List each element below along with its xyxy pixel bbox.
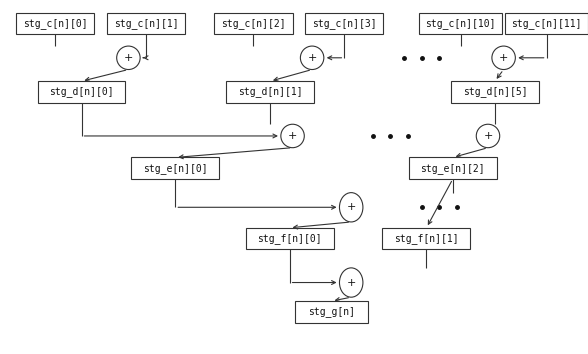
Bar (16, 13, 94, 34)
Bar (382, 228, 470, 249)
Text: stg_c[n][1]: stg_c[n][1] (113, 18, 178, 29)
Text: +: + (499, 53, 508, 63)
Bar (505, 13, 588, 34)
Ellipse shape (281, 124, 305, 148)
Ellipse shape (492, 46, 515, 69)
Text: stg_d[n][1]: stg_d[n][1] (238, 86, 302, 97)
Ellipse shape (339, 193, 363, 222)
Text: stg_e[n][2]: stg_e[n][2] (420, 163, 485, 174)
Text: stg_c[n][0]: stg_c[n][0] (23, 18, 88, 29)
Bar (295, 301, 368, 322)
Text: stg_c[n][11]: stg_c[n][11] (512, 18, 582, 29)
Bar (215, 13, 293, 34)
Text: stg_c[n][10]: stg_c[n][10] (425, 18, 496, 29)
Text: +: + (346, 278, 356, 287)
Text: stg_d[n][5]: stg_d[n][5] (463, 86, 527, 97)
Text: stg_g[n]: stg_g[n] (308, 307, 355, 317)
Text: +: + (308, 53, 317, 63)
Text: +: + (346, 202, 356, 212)
Ellipse shape (339, 268, 363, 297)
Text: stg_d[n][0]: stg_d[n][0] (49, 86, 114, 97)
Text: stg_f[n][0]: stg_f[n][0] (258, 233, 322, 244)
Ellipse shape (476, 124, 500, 148)
Bar (131, 158, 219, 179)
Bar (38, 81, 125, 103)
Text: stg_c[n][2]: stg_c[n][2] (221, 18, 286, 29)
Bar (451, 81, 539, 103)
Bar (409, 158, 497, 179)
Text: +: + (123, 53, 133, 63)
Text: stg_e[n][0]: stg_e[n][0] (143, 163, 208, 174)
Text: stg_f[n][1]: stg_f[n][1] (394, 233, 459, 244)
Ellipse shape (116, 46, 140, 69)
Bar (246, 228, 333, 249)
Bar (226, 81, 314, 103)
Bar (305, 13, 383, 34)
Bar (107, 13, 185, 34)
Bar (419, 13, 502, 34)
Text: +: + (288, 131, 298, 141)
Text: stg_c[n][3]: stg_c[n][3] (312, 18, 377, 29)
Text: +: + (483, 131, 493, 141)
Ellipse shape (300, 46, 324, 69)
